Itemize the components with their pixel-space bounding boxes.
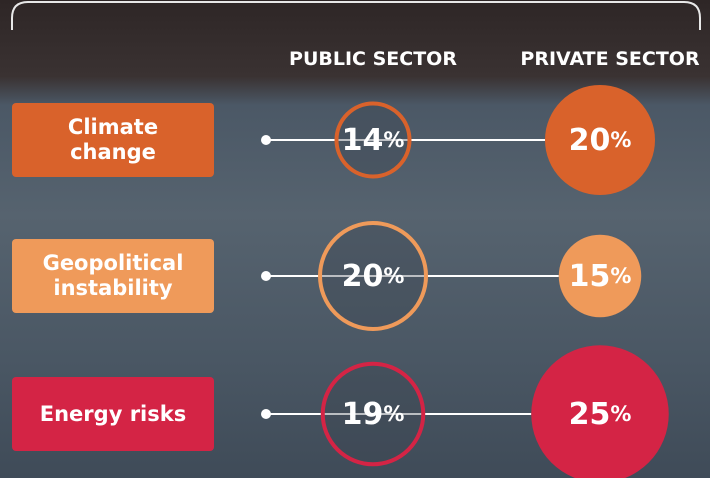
- column-header: PRIVATE SECTOR: [520, 48, 700, 70]
- category-label: Climate change: [12, 103, 214, 177]
- column-header: PUBLIC SECTOR: [289, 48, 457, 70]
- connector-dot: [261, 271, 271, 281]
- category-label: Geopolitical instability: [12, 239, 214, 313]
- frame: [12, 2, 700, 30]
- connector-dot: [261, 409, 271, 419]
- infographic: PUBLIC SECTORPRIVATE SECTOR14%20%20%15%1…: [0, 0, 710, 478]
- connector-dot: [261, 135, 271, 145]
- category-label: Energy risks: [12, 377, 214, 451]
